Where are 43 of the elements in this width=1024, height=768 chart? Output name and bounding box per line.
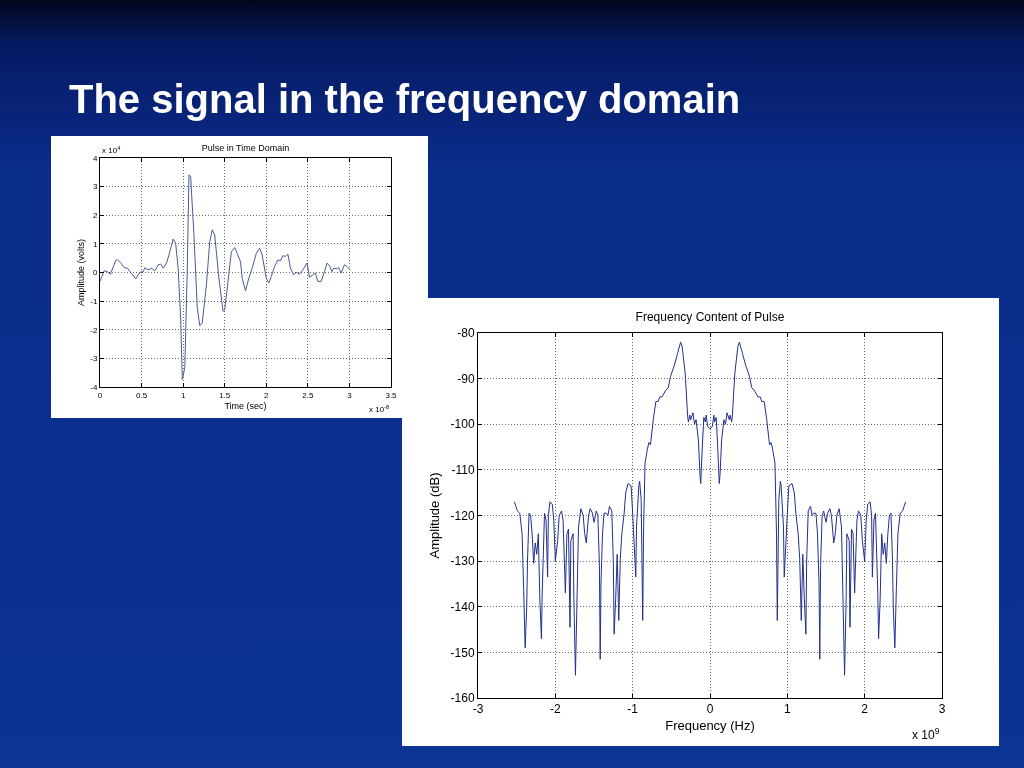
y-tick-label: -110 xyxy=(451,463,475,478)
y-tick-label: 2 xyxy=(92,211,98,221)
y-tick-label: 4 xyxy=(92,153,98,163)
text: x 10$^{-8}$ xyxy=(369,404,390,415)
y-tick-label: -3 xyxy=(90,354,98,364)
x-axis-title: Frequency (Hz) xyxy=(665,718,755,733)
x-tick-label: 2 xyxy=(861,702,869,717)
y-tick-label: 3 xyxy=(92,182,98,192)
y-tick-label: -130 xyxy=(450,554,475,569)
line-series xyxy=(513,341,907,676)
y-tick-label: -160 xyxy=(450,691,475,706)
y-tick-label: -2 xyxy=(90,325,98,335)
x-tick-label: 3.5 xyxy=(385,390,398,400)
x-axis-title: Time (sec) xyxy=(224,401,267,412)
y-tick-label: 0 xyxy=(92,268,98,278)
x-tick-label: 1 xyxy=(783,702,791,717)
x-tick-label: -2 xyxy=(549,702,561,717)
chart-title: Pulse in Time Domain xyxy=(201,143,290,154)
x-tick-label: 2 xyxy=(264,390,270,400)
text: x 10$^{9}$ xyxy=(912,726,940,743)
x-tick-label: -1 xyxy=(627,702,639,717)
text: The signal in the frequency domain xyxy=(69,77,741,121)
y-tick-label: -80 xyxy=(457,326,475,341)
x-tick-label: 1.5 xyxy=(219,390,231,400)
y-tick-label: -140 xyxy=(450,599,475,614)
x-tick-label: 3 xyxy=(347,390,353,400)
y-tick-label: -150 xyxy=(450,645,475,660)
y-tick-label: -120 xyxy=(450,508,475,523)
y-tick-label: -1 xyxy=(90,296,98,306)
x-tick-label: 3 xyxy=(938,702,946,717)
y-tick-label: -4 xyxy=(90,382,98,392)
x-tick-label: 2.5 xyxy=(302,390,314,400)
line-series xyxy=(100,174,350,381)
y-tick-label: -90 xyxy=(457,371,475,386)
chart-title: Frequency Content of Pulse xyxy=(635,310,785,325)
y-tick-label: 1 xyxy=(92,239,98,249)
x-tick-label: 0 xyxy=(706,702,714,717)
y-axis-title: Amplitude (dB) xyxy=(426,472,442,559)
x-tick-label: 0.5 xyxy=(136,390,148,400)
y-tick-label: -100 xyxy=(450,417,475,432)
text: x 10$^{4}$ xyxy=(102,145,121,156)
y-axis-title: Amplitude (volts) xyxy=(75,238,86,307)
x-tick-label: 1 xyxy=(180,390,186,400)
